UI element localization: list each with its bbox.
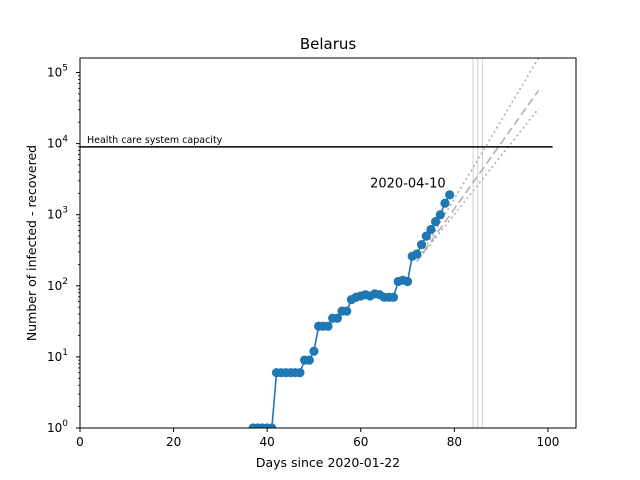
x-tick-label: 40 <box>260 435 275 449</box>
x-axis: 0 20 40 60 80 100 <box>76 428 559 449</box>
data-point <box>440 198 450 208</box>
data-point <box>388 292 399 302</box>
data-point <box>435 210 445 220</box>
x-tick-label: 20 <box>166 435 181 449</box>
capacity-label: Health care system capacity <box>87 135 223 146</box>
data-point <box>267 423 277 428</box>
data-point <box>295 368 305 378</box>
data-point <box>421 231 431 241</box>
data-point <box>426 224 436 235</box>
data-point <box>412 249 422 259</box>
plot-area: Health care system capacity 2020-04-10 <box>80 58 553 428</box>
projection-line <box>416 89 540 262</box>
data-point <box>332 313 342 323</box>
x-axis-label: Days since 2020-01-22 <box>256 455 400 470</box>
x-tick-label: 100 <box>536 435 559 449</box>
data-point <box>431 216 441 227</box>
data-point <box>416 239 427 250</box>
data-point <box>304 355 314 365</box>
data-point <box>445 190 455 200</box>
y-axis-label: Number of infected - recovered <box>24 145 39 341</box>
data-point <box>309 346 319 356</box>
data-point <box>323 321 333 331</box>
x-tick-label: 0 <box>76 435 84 449</box>
chart-title: Belarus <box>300 35 357 53</box>
data-point <box>402 276 413 287</box>
data-point <box>342 306 352 316</box>
date-annotation: 2020-04-10 <box>370 177 446 192</box>
x-tick-label: 60 <box>353 435 368 449</box>
x-tick-label: 80 <box>447 435 462 449</box>
